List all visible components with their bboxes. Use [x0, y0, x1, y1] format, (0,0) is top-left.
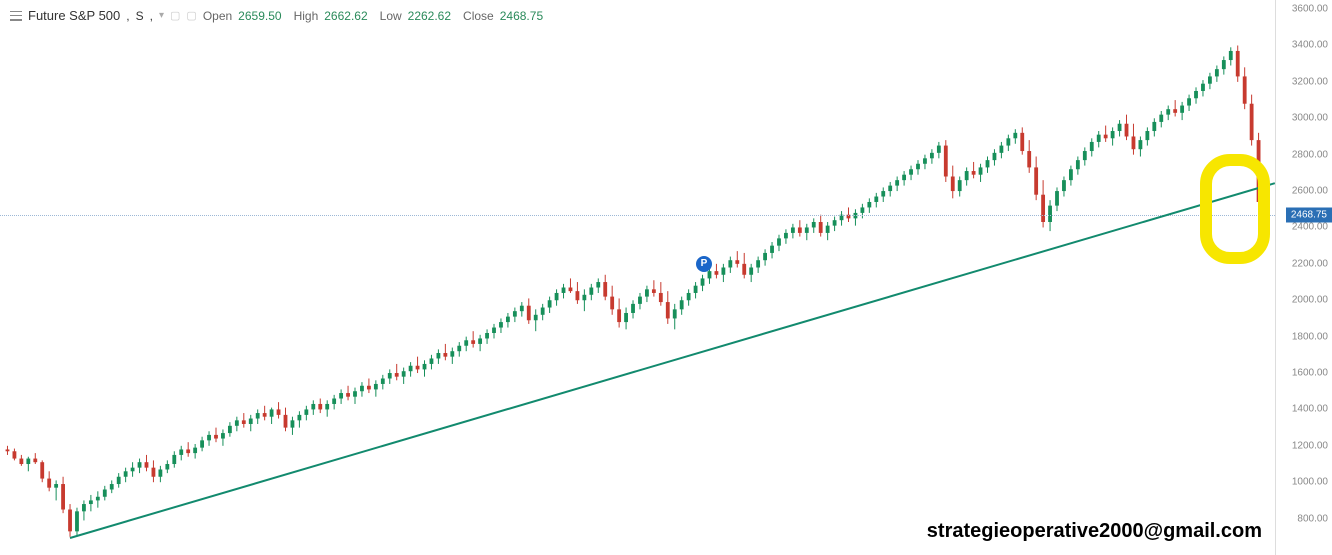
y-tick: 2800.00 — [1292, 149, 1328, 160]
p-marker[interactable]: P — [696, 256, 712, 272]
y-tick: 2400.00 — [1292, 222, 1328, 233]
current-price-line — [0, 215, 1275, 216]
y-tick: 1800.00 — [1292, 331, 1328, 342]
y-tick: 1400.00 — [1292, 404, 1328, 415]
y-tick: 2200.00 — [1292, 258, 1328, 269]
y-tick: 1200.00 — [1292, 440, 1328, 451]
y-tick: 2600.00 — [1292, 186, 1328, 197]
y-tick: 3600.00 — [1292, 4, 1328, 15]
y-axis: 3600.00 3400.00 3200.00 3000.00 2800.00 2600.… — [1275, 0, 1332, 555]
y-tick: 3200.00 — [1292, 76, 1328, 87]
price-tag: 2468.75 — [1286, 207, 1332, 222]
candlestick-svg — [0, 0, 1275, 555]
highlight-annotation[interactable] — [1200, 154, 1270, 264]
watermark-text: strategieoperative2000@gmail.com — [927, 520, 1262, 543]
y-tick: 800.00 — [1297, 513, 1328, 524]
y-tick: 3000.00 — [1292, 113, 1328, 124]
y-tick: 2000.00 — [1292, 295, 1328, 306]
y-tick: 1600.00 — [1292, 368, 1328, 379]
chart-area[interactable]: P — [0, 0, 1275, 555]
y-tick: 1000.00 — [1292, 477, 1328, 488]
y-tick: 3400.00 — [1292, 40, 1328, 51]
